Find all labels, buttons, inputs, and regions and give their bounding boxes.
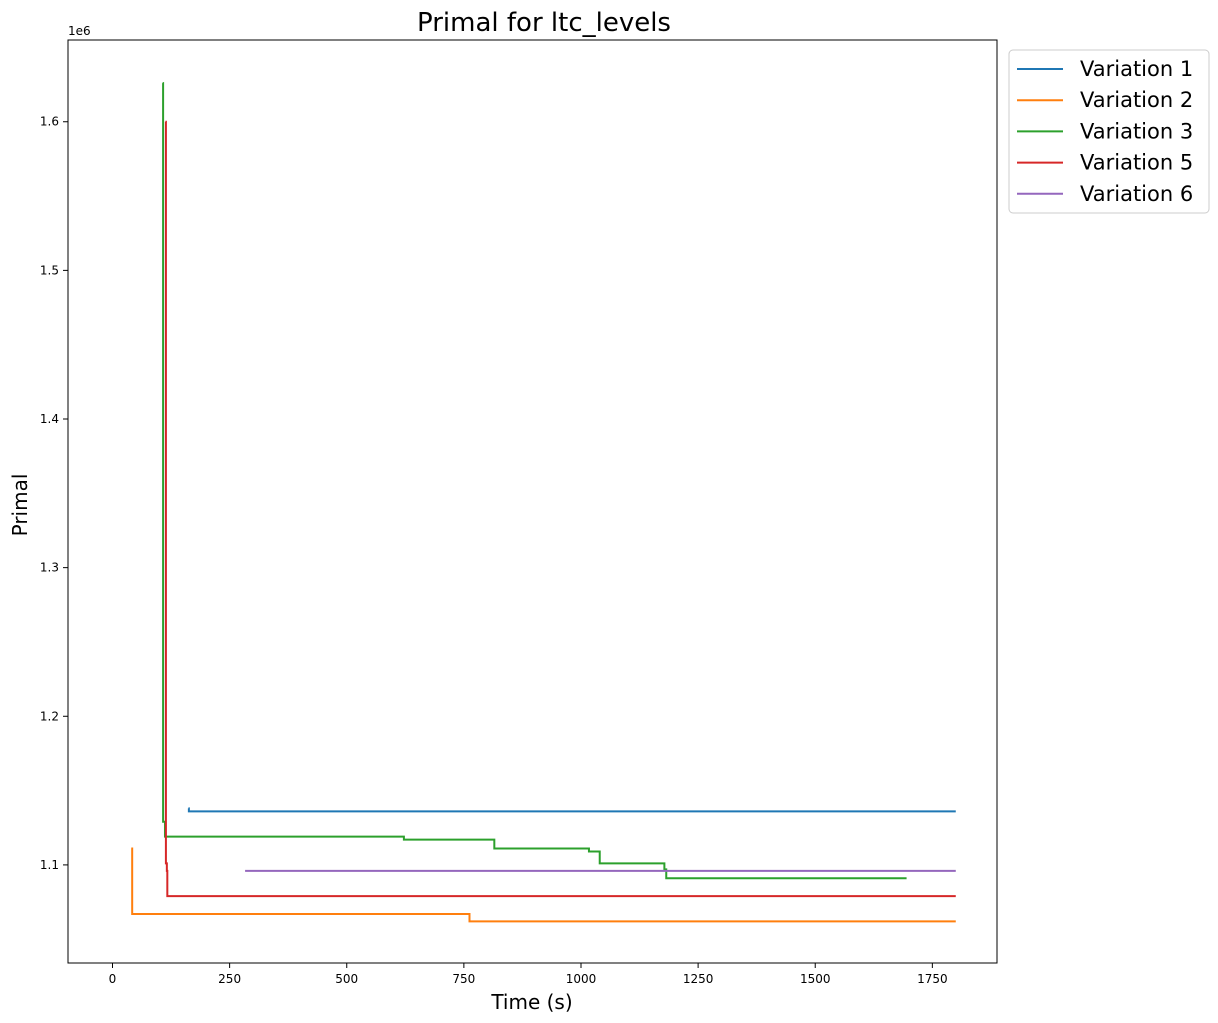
- x-tick-label: 750: [452, 972, 475, 986]
- x-tick-label: 1000: [566, 972, 597, 986]
- plot-frame: [67, 39, 998, 964]
- chart-title: Primal for ltc_levels: [417, 8, 671, 38]
- series-line-variation-1: [187, 807, 956, 813]
- legend-label: Variation 3: [1080, 119, 1193, 143]
- legend-label: Variation 1: [1080, 57, 1193, 81]
- legend-label: Variation 6: [1080, 182, 1193, 206]
- x-tick-label: 1250: [683, 972, 714, 986]
- series-layer: [131, 82, 956, 923]
- legend-entries: Variation 1 Variation 2 Variation 3 Variati…: [1017, 57, 1193, 206]
- y-tick-label: 1.2: [40, 709, 59, 723]
- y-tick-label: 1.4: [40, 412, 59, 426]
- x-axis-label: Time (s): [490, 990, 572, 1014]
- y-axis: 1.1 1.2 1.3 1.4 1.5 1.6: [40, 115, 68, 872]
- series-line-variation-2: [131, 847, 956, 923]
- x-axis: 0 250 500 750 1000 1250 1500 1750: [109, 963, 948, 986]
- x-tick-label: 1500: [800, 972, 831, 986]
- y-axis-label: Primal: [8, 474, 32, 537]
- legend-frame: [1008, 49, 1210, 214]
- y-tick-label: 1.6: [40, 115, 59, 129]
- x-tick-label: 1750: [917, 972, 948, 986]
- plot-area: [131, 82, 956, 923]
- y-tick-label: 1.5: [40, 263, 59, 277]
- series-line-variation-3: [162, 82, 907, 880]
- y-tick-label: 1.1: [40, 858, 59, 872]
- y-tick-label: 1.3: [40, 561, 59, 575]
- series-line-variation-5: [164, 120, 956, 898]
- y-axis-offset-label: 1e6: [68, 24, 91, 38]
- x-tick-label: 500: [335, 972, 358, 986]
- x-tick-label: 250: [218, 972, 241, 986]
- legend-label: Variation 2: [1080, 88, 1193, 112]
- x-tick-label: 0: [109, 972, 117, 986]
- legend-label: Variation 5: [1080, 151, 1193, 175]
- legend: Variation 1 Variation 2 Variation 3 Variati…: [1008, 49, 1210, 214]
